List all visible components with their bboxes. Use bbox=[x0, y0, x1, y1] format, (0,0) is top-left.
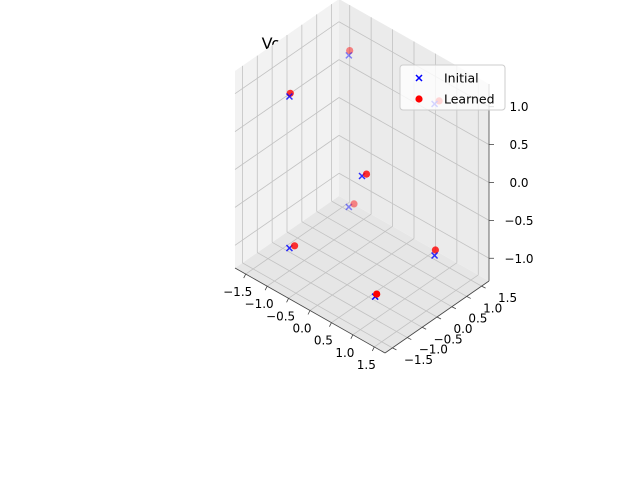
gridline-y-floor bbox=[286, 231, 438, 318]
z-tick-label: 1.0 bbox=[509, 100, 528, 114]
learned-point bbox=[362, 170, 371, 178]
x-tick-mark bbox=[243, 273, 247, 279]
y-tick-label: 0.0 bbox=[453, 322, 472, 336]
y-tick-label: 1.5 bbox=[498, 291, 517, 305]
x-tick-mark bbox=[329, 322, 332, 327]
learned-point bbox=[373, 290, 381, 298]
y-tick-mark bbox=[466, 296, 471, 299]
legend-box bbox=[399, 64, 506, 111]
y-tick-label: −1.5 bbox=[404, 353, 433, 367]
initial-point bbox=[431, 251, 439, 260]
learned-point bbox=[291, 242, 299, 250]
y-tick-label: −1.0 bbox=[419, 343, 448, 357]
x-tick-mark bbox=[307, 310, 311, 315]
gridline-y-floor bbox=[301, 221, 453, 308]
y-tick-label: −0.5 bbox=[434, 332, 463, 346]
z-tick-label: −0.5 bbox=[504, 214, 533, 228]
x-tick-mark bbox=[371, 346, 375, 352]
gridline-z-back bbox=[338, 97, 490, 183]
gridline-y-floor bbox=[242, 262, 393, 349]
legend-entry-learned: Learned bbox=[415, 92, 495, 107]
legend: Initial Learned bbox=[399, 64, 506, 111]
z-axis-ticks: −1.0 −0.5 0.0 0.5 1.0 bbox=[489, 100, 534, 266]
y-tick-mark bbox=[451, 306, 457, 310]
initial-point bbox=[345, 203, 353, 211]
z-tick-label: −1.0 bbox=[504, 252, 533, 266]
x-axis-ticks: −1.5−1.0−0.50.00.51.01.5 bbox=[223, 273, 376, 372]
x-tick-label: −1.0 bbox=[245, 297, 274, 311]
y-axis-ticks: −1.5−1.0−0.50.00.51.01.5 bbox=[392, 285, 517, 367]
y-tick-mark bbox=[407, 337, 412, 340]
y-tick-label: 0.5 bbox=[468, 312, 487, 326]
x-tick-label: 0.5 bbox=[314, 334, 333, 348]
legend-label: Initial bbox=[444, 71, 479, 86]
gridline-z-side bbox=[234, 97, 340, 170]
learned-point bbox=[346, 47, 354, 55]
x-tick-mark bbox=[286, 298, 289, 303]
gridline-y-floor bbox=[257, 252, 408, 338]
gridline-y-floor bbox=[316, 211, 467, 297]
z-tick-label: 0.0 bbox=[509, 176, 528, 190]
learned-point bbox=[431, 246, 439, 254]
gridline-y-floor bbox=[271, 241, 423, 328]
x-tick-label: 0.0 bbox=[292, 322, 311, 336]
y-tick-mark bbox=[421, 326, 427, 330]
x-tick-label: 1.5 bbox=[357, 358, 376, 372]
legend-label: Learned bbox=[444, 92, 495, 107]
z-tick-label: 0.5 bbox=[509, 138, 528, 152]
initial-point bbox=[345, 51, 353, 59]
gridline-y-floor bbox=[331, 200, 482, 287]
x-tick-mark bbox=[350, 334, 354, 339]
x-tick-mark bbox=[264, 286, 268, 291]
gridline-z-side bbox=[234, 172, 340, 246]
y-tick-label: 1.0 bbox=[483, 301, 502, 315]
x-tick-label: −1.5 bbox=[223, 285, 252, 299]
y-tick-mark bbox=[436, 316, 442, 320]
learned-point bbox=[350, 200, 358, 208]
y-tick-mark bbox=[481, 285, 486, 289]
gridline-z-back bbox=[338, 135, 490, 221]
gridline-z-back bbox=[338, 172, 490, 259]
x-tick-label: 1.0 bbox=[335, 346, 354, 360]
gridline-z-side bbox=[234, 135, 340, 208]
legend-entry-initial: Initial bbox=[415, 71, 479, 86]
gridline-z-side bbox=[234, 21, 340, 95]
y-tick-mark bbox=[392, 347, 397, 351]
gridline-z-side bbox=[234, 59, 340, 132]
x-tick-label: −0.5 bbox=[266, 309, 295, 323]
initial-point bbox=[285, 92, 293, 101]
